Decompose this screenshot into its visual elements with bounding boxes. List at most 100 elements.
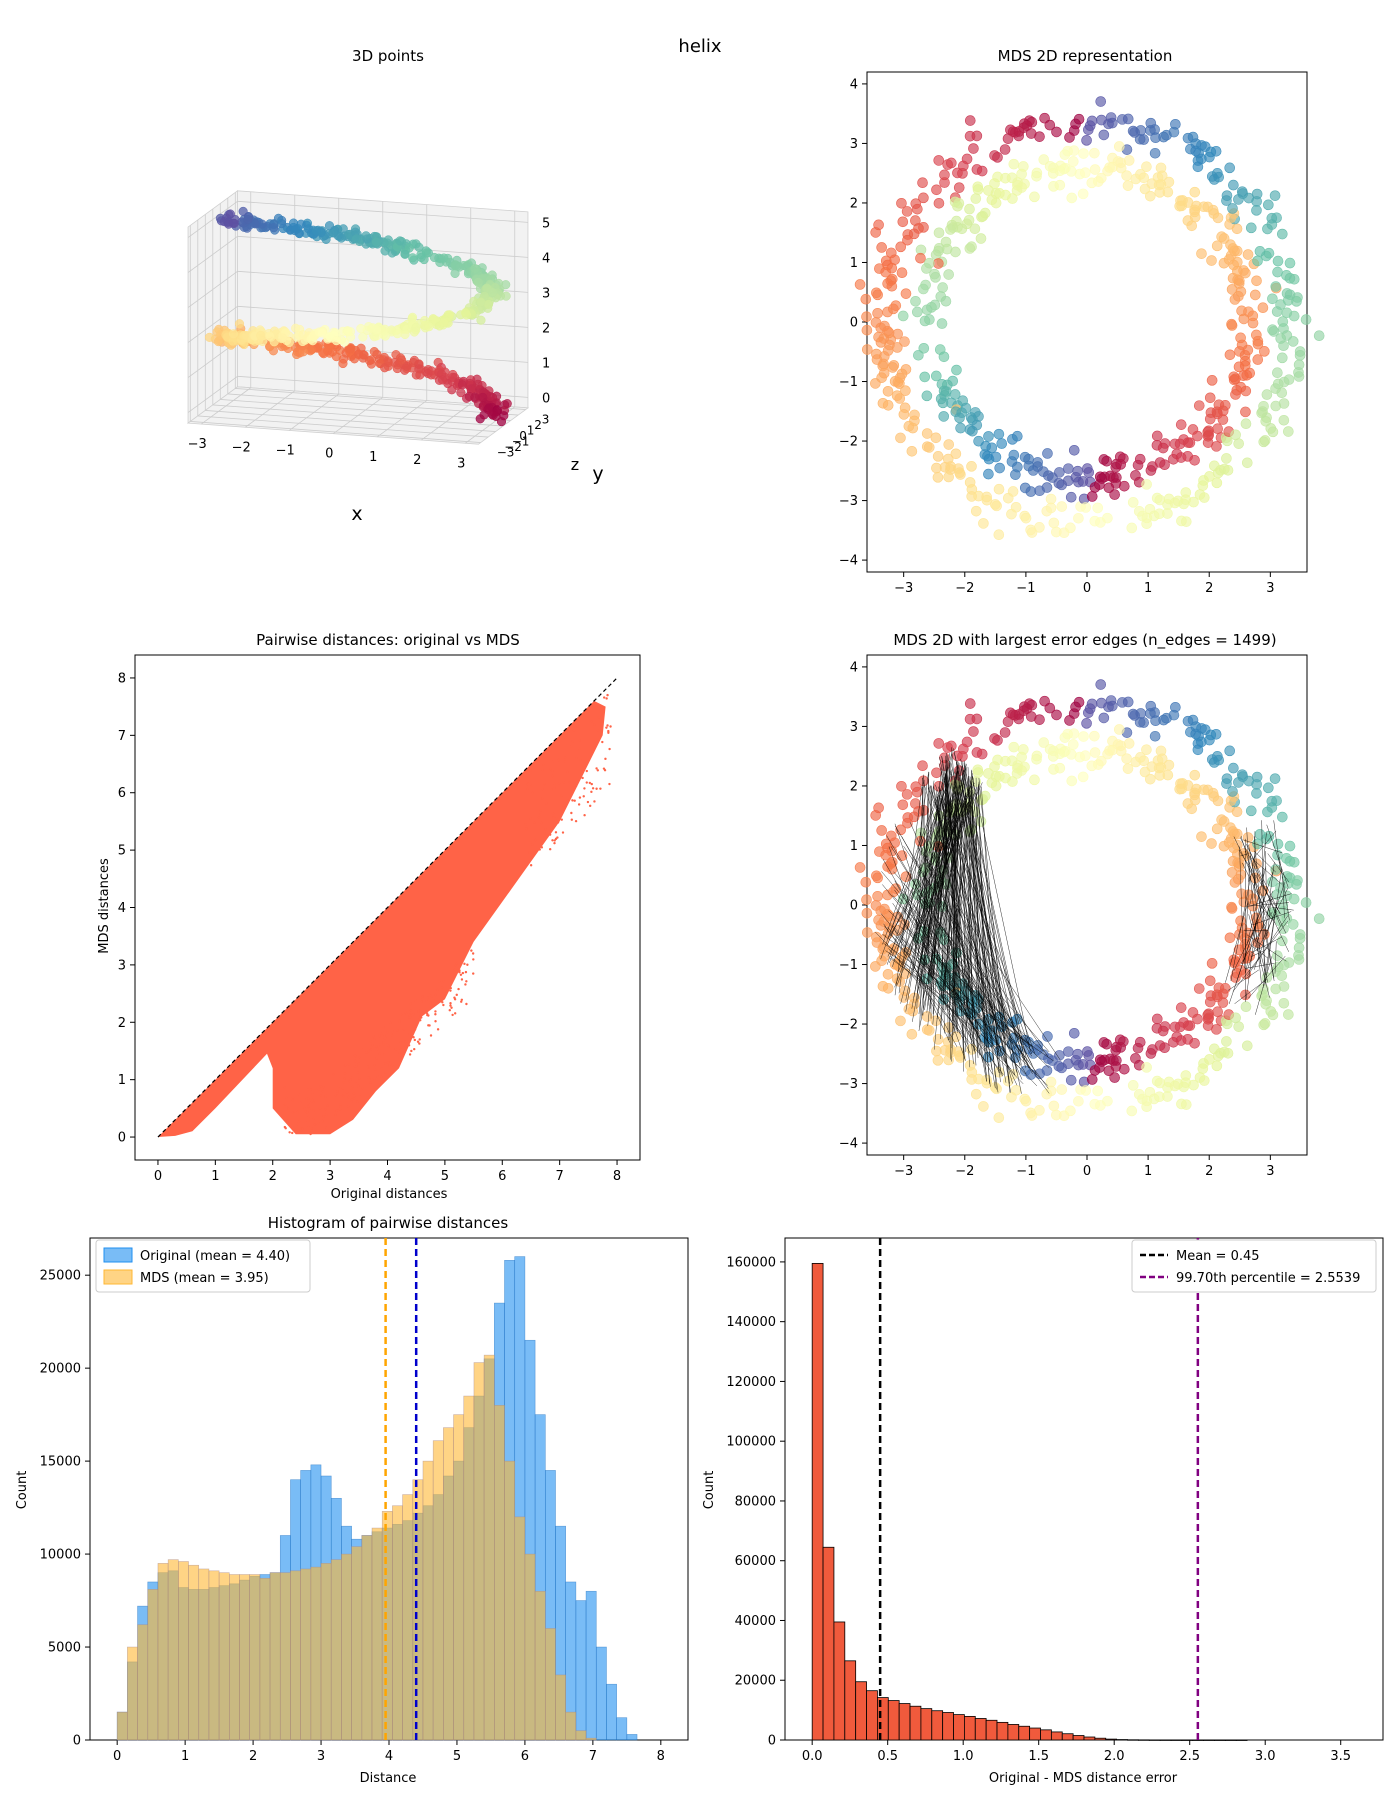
pairwise-point bbox=[429, 1034, 433, 1037]
mds-point bbox=[1233, 438, 1245, 449]
mds-point bbox=[1276, 228, 1288, 240]
legend-swatch-mds bbox=[103, 1269, 133, 1285]
p3d-ytick-label: 3 bbox=[542, 413, 550, 427]
plot-mds-2d: −3 −2 −1 0 1 2 3 −4 −3 −2 −1 0 1 2 3 4 bbox=[839, 71, 1325, 596]
edges-edge bbox=[1245, 926, 1256, 1000]
p3d-point bbox=[447, 385, 457, 395]
edges-point bbox=[964, 713, 976, 725]
pairwise-point bbox=[351, 1085, 354, 1089]
mds-point bbox=[1226, 318, 1237, 330]
pairwise-point bbox=[350, 1088, 353, 1091]
err-bar bbox=[1159, 1739, 1172, 1741]
mds-point bbox=[915, 252, 926, 264]
pairwise-point bbox=[378, 1043, 382, 1046]
axis-label-y-hist: Count bbox=[15, 1471, 30, 1510]
pairwise-point bbox=[434, 1010, 437, 1013]
pairwise-ytick-label: 7 bbox=[118, 729, 126, 744]
mds-point bbox=[978, 518, 989, 529]
err-bar bbox=[1050, 1731, 1063, 1741]
pairwise-point bbox=[334, 1113, 337, 1116]
pairwise-point bbox=[590, 720, 593, 723]
pairwise-point bbox=[297, 1093, 300, 1096]
pairwise-point bbox=[451, 1013, 454, 1017]
p3d-point bbox=[479, 410, 489, 420]
mds-point bbox=[1162, 508, 1173, 519]
p3d-point bbox=[380, 331, 390, 341]
pairwise-point bbox=[543, 782, 546, 786]
pairwise-ytick-label: 4 bbox=[118, 901, 126, 916]
pairwise-point bbox=[459, 973, 463, 977]
edges-point bbox=[1283, 957, 1295, 968]
mds-point bbox=[971, 164, 983, 175]
mds-point bbox=[1267, 293, 1278, 305]
pairwise-point bbox=[307, 1105, 310, 1108]
p3d-point bbox=[429, 252, 439, 263]
mds-point bbox=[886, 280, 898, 292]
edges-point bbox=[1188, 1079, 1199, 1091]
pairwise-point bbox=[401, 1029, 405, 1032]
pairwise-point bbox=[529, 817, 532, 820]
mds-point bbox=[894, 378, 905, 389]
hist-bar-original bbox=[575, 1600, 587, 1741]
mds-point bbox=[860, 293, 872, 305]
edges-point bbox=[882, 968, 894, 980]
mds-point bbox=[1257, 302, 1269, 314]
mds-point bbox=[983, 185, 994, 196]
p3d-xtick-label: −2 bbox=[232, 440, 251, 455]
edges-point bbox=[876, 825, 887, 836]
edges-point bbox=[964, 698, 976, 709]
pairwise-point bbox=[597, 716, 601, 719]
edges-edge bbox=[894, 823, 968, 1045]
edges-point bbox=[1182, 715, 1194, 727]
pairwise-point bbox=[389, 1021, 392, 1025]
edges-point bbox=[1026, 1110, 1038, 1121]
pairwise-point bbox=[569, 744, 573, 748]
pairwise-point bbox=[552, 816, 555, 819]
mds-xtick-label: 3 bbox=[1266, 581, 1274, 596]
mds-point bbox=[900, 385, 911, 396]
err-bar bbox=[953, 1714, 965, 1741]
edges-point bbox=[897, 799, 909, 811]
mds-point bbox=[1007, 486, 1019, 497]
p3d-point bbox=[324, 342, 334, 352]
edges-point bbox=[1083, 707, 1094, 719]
edges-ytick-label: 2 bbox=[850, 779, 858, 794]
pairwise-point bbox=[404, 1045, 407, 1048]
err-bar bbox=[1072, 1735, 1085, 1741]
err-ytick-label: 100000 bbox=[726, 1435, 776, 1450]
mds-point bbox=[1224, 162, 1236, 174]
edges-point bbox=[896, 780, 907, 792]
pairwise-point bbox=[396, 1029, 400, 1032]
mds-point bbox=[1272, 266, 1283, 278]
edges-point bbox=[930, 1015, 942, 1027]
hist-bar-mds bbox=[290, 1570, 301, 1741]
mds-point bbox=[1067, 156, 1079, 167]
hist-bar-mds bbox=[504, 1460, 516, 1741]
p3d-point bbox=[499, 411, 509, 421]
hist-xtick-label: 1 bbox=[181, 1749, 189, 1764]
edges-point bbox=[1162, 1091, 1173, 1102]
pairwise-point bbox=[434, 1020, 437, 1023]
p3d-ztick-label: 1 bbox=[542, 356, 550, 371]
pairwise-point bbox=[556, 821, 560, 824]
edges-point bbox=[932, 1055, 944, 1066]
mds-point bbox=[1252, 354, 1264, 365]
edges-edge bbox=[917, 789, 944, 980]
edges-point bbox=[1259, 1018, 1271, 1029]
p3d-grid-line bbox=[187, 235, 238, 273]
edges-edge bbox=[961, 767, 1005, 1039]
edges-edge bbox=[903, 846, 1049, 1057]
edges-edge bbox=[967, 767, 974, 1030]
pairwise-point bbox=[350, 1100, 353, 1103]
mds-point bbox=[896, 267, 908, 279]
mds-point bbox=[1241, 457, 1253, 469]
mds-point bbox=[1236, 305, 1247, 317]
mds-point bbox=[1175, 195, 1186, 206]
p3d-point bbox=[351, 234, 361, 244]
mds-point bbox=[1118, 453, 1129, 464]
edges-edge bbox=[1251, 858, 1282, 885]
edges-point bbox=[1263, 782, 1274, 794]
hist-ytick-label: 25000 bbox=[40, 1269, 81, 1284]
edges-error-edges bbox=[874, 747, 1294, 1094]
edges-edge bbox=[901, 836, 1033, 1074]
